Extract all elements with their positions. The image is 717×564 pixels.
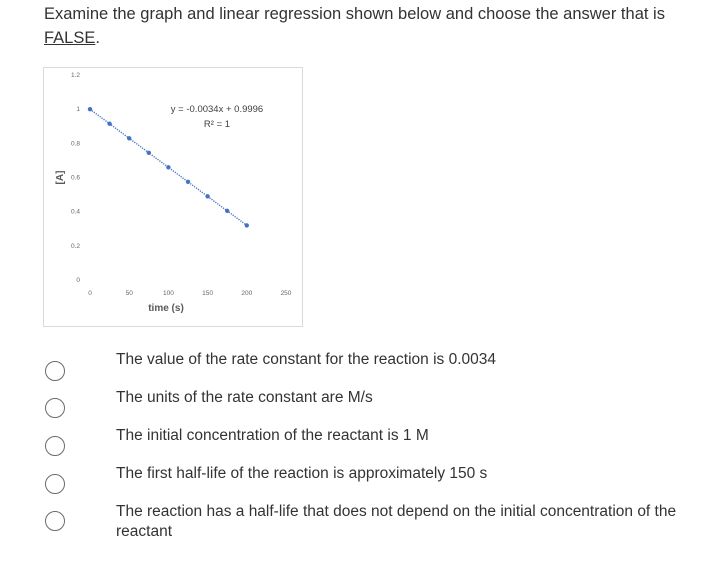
y-tick-label: 0: [76, 277, 80, 284]
answer-option-label[interactable]: The value of the rate constant for the r…: [116, 351, 496, 368]
radio-button[interactable]: [45, 361, 65, 381]
data-point: [107, 121, 112, 126]
y-tick-label: 0.6: [71, 175, 80, 182]
answer-option-label[interactable]: The reaction has a half-life that does n…: [116, 503, 677, 540]
scatter-chart: 0 0.2 0.4 0.6 0.8 1 1.2 0 50 100 150 200 250 time (s)…: [55, 72, 292, 314]
question-suffix: .: [95, 29, 100, 47]
answer-option-label[interactable]: The first half-life of the reaction is a…: [116, 465, 488, 482]
y-tick-label: 0.4: [71, 209, 80, 216]
question-prefix: Examine the graph and linear regression …: [44, 5, 665, 23]
answer-option-label[interactable]: The initial concentration of the reactan…: [116, 427, 429, 444]
x-tick-label: 100: [163, 290, 174, 297]
r-squared-label: R² = 1: [204, 119, 230, 130]
trendline-equation: y = -0.0034x + 0.9996: [171, 104, 263, 115]
y-tick-label: 1.2: [71, 72, 80, 79]
y-axis-title: [A]: [55, 171, 66, 185]
x-tick-label: 250: [281, 290, 292, 297]
answer-option-label[interactable]: The units of the rate constant are M/s: [116, 389, 373, 406]
x-tick-label: 150: [202, 290, 213, 297]
data-point: [225, 208, 230, 214]
chart-container: 0 0.2 0.4 0.6 0.8 1 1.2 0 50 100 150 200 250 time (s)…: [43, 67, 303, 327]
data-point: [244, 223, 249, 228]
question-emphasis: FALSE: [44, 29, 96, 47]
data-point: [205, 194, 210, 199]
data-point: [127, 136, 132, 141]
y-tick-label: 1: [76, 106, 80, 113]
x-tick-label: 200: [241, 290, 252, 297]
data-point: [87, 107, 93, 112]
data-point: [146, 150, 151, 155]
x-tick-label: 0: [88, 290, 92, 297]
data-point: [166, 165, 171, 170]
question-text: Examine the graph and linear regression …: [44, 2, 694, 50]
y-tick-label: 0.2: [71, 243, 80, 250]
x-axis-title: time (s): [148, 303, 184, 314]
radio-button[interactable]: [45, 436, 65, 456]
y-tick-label: 0.8: [71, 140, 80, 147]
radio-button[interactable]: [45, 474, 65, 494]
radio-button[interactable]: [45, 398, 65, 418]
data-point: [185, 179, 191, 185]
x-tick-label: 50: [126, 290, 134, 297]
radio-button[interactable]: [45, 511, 65, 531]
